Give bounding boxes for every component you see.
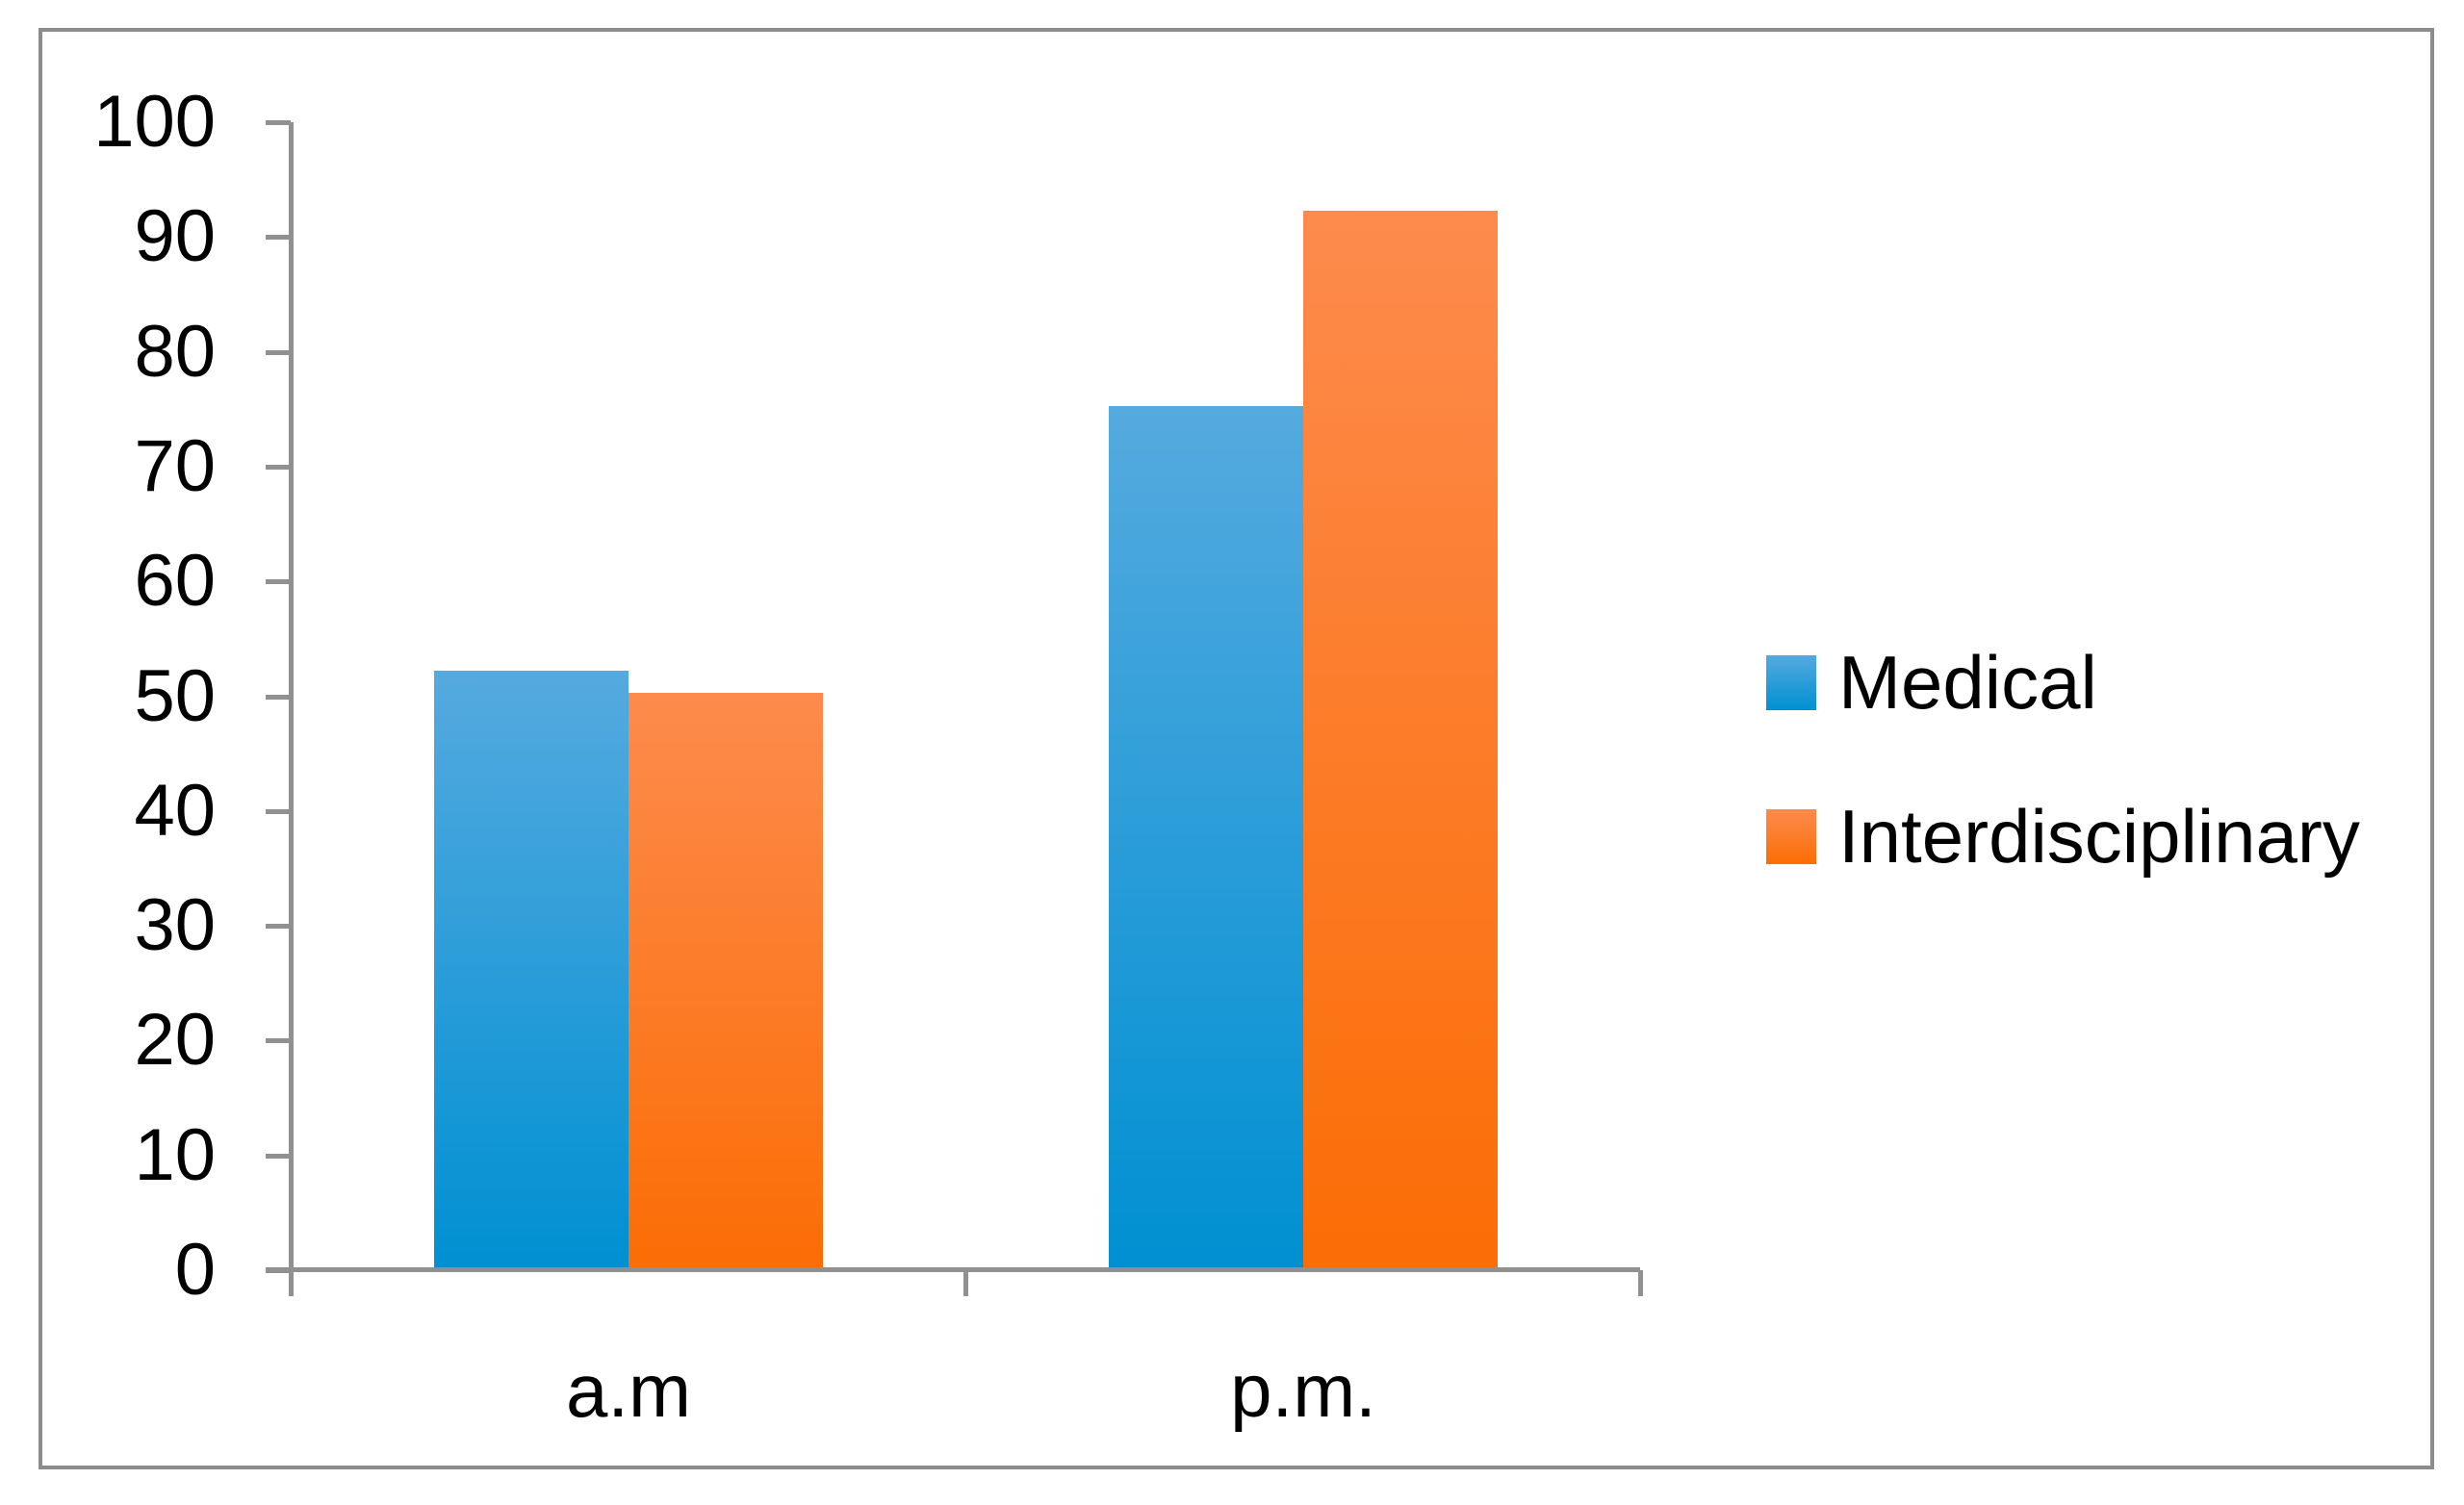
y-axis-line [289, 122, 294, 1296]
x-category-label-pm: p.m. [1230, 1348, 1376, 1433]
legend-item-interdisciplinary: Interdisciplinary [1766, 793, 2360, 880]
y-tick-70 [266, 465, 291, 470]
y-tick-label-20: 20 [134, 999, 216, 1081]
y-tick-label-80: 80 [134, 311, 216, 393]
legend-label-interdisciplinary: Interdisciplinary [1838, 794, 2360, 879]
y-tick-50 [266, 695, 291, 700]
bar-medical-pm [1109, 406, 1303, 1267]
y-tick-100 [266, 120, 291, 125]
y-tick-10 [266, 1154, 291, 1159]
y-tick-40 [266, 809, 291, 814]
bar-interdisciplinary-pm [1303, 211, 1498, 1267]
y-tick-0 [266, 1268, 291, 1273]
legend-label-medical: Medical [1838, 640, 2097, 725]
legend-swatch-medical [1766, 654, 1816, 710]
y-tick-label-10: 10 [134, 1114, 216, 1196]
y-tick-60 [266, 579, 291, 584]
x-tick-2 [1638, 1270, 1643, 1296]
y-tick-label-50: 50 [134, 655, 216, 737]
y-tick-90 [266, 235, 291, 240]
y-tick-label-40: 40 [134, 770, 216, 852]
x-tick-1 [963, 1270, 968, 1296]
y-tick-label-30: 30 [134, 884, 216, 966]
x-category-label-am: a.m [565, 1348, 692, 1433]
chart-border-frame: 0 10 20 30 40 50 60 70 80 90 100 a.m p.m. Medical I… [38, 28, 2434, 1469]
bar-medical-am [434, 671, 629, 1267]
y-tick-80 [266, 350, 291, 355]
y-tick-label-70: 70 [134, 425, 216, 507]
y-tick-20 [266, 1038, 291, 1043]
y-tick-label-100: 100 [93, 81, 216, 163]
y-tick-label-0: 0 [174, 1229, 216, 1311]
legend-swatch-interdisciplinary [1766, 808, 1816, 864]
y-tick-label-60: 60 [134, 540, 216, 622]
bar-interdisciplinary-am [629, 693, 823, 1267]
y-tick-label-90: 90 [134, 195, 216, 277]
y-tick-30 [266, 924, 291, 929]
x-axis-line [266, 1267, 1640, 1272]
legend-item-medical: Medical [1766, 639, 2097, 726]
